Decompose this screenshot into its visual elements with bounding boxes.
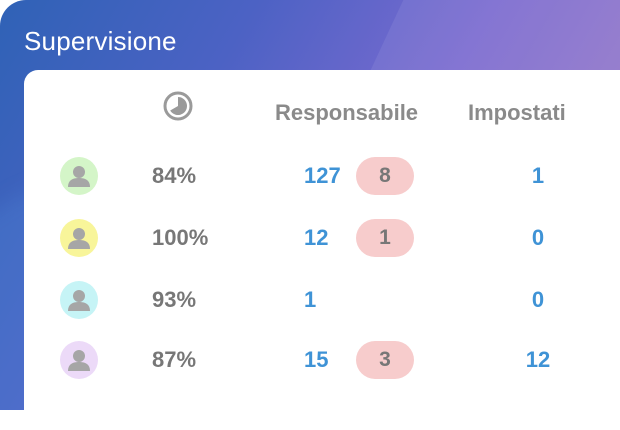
responsabile-count[interactable]: 12 <box>304 225 329 250</box>
avatar-user-icon[interactable] <box>60 219 98 257</box>
alert-count-badge[interactable]: 1 <box>356 219 414 257</box>
pie-clock-icon <box>162 90 194 122</box>
avatar-user-icon[interactable] <box>60 281 98 319</box>
completion-percent: 93% <box>152 287 197 312</box>
avatar-user-icon[interactable] <box>60 157 98 195</box>
impostati-count[interactable]: 0 <box>531 225 545 250</box>
alert-count-badge[interactable]: 3 <box>356 341 414 379</box>
responsabile-count[interactable]: 15 <box>304 347 329 372</box>
supervision-card <box>24 70 620 430</box>
widget-title: Supervisione <box>24 26 177 56</box>
column-header-responsabile: Responsabile <box>275 100 419 125</box>
table-row[interactable]: 84% 127 8 1 <box>0 151 620 201</box>
alert-count-badge[interactable]: 8 <box>356 157 414 195</box>
completion-percent: 100% <box>152 225 209 250</box>
table-row[interactable]: 93% 1 0 <box>0 275 620 325</box>
table-row[interactable]: 100% 12 1 0 <box>0 213 620 263</box>
avatar-user-icon[interactable] <box>60 341 98 379</box>
responsabile-count[interactable]: 127 <box>304 163 341 188</box>
impostati-count[interactable]: 0 <box>531 287 545 312</box>
table-row[interactable]: 87% 15 3 12 <box>0 335 620 385</box>
completion-percent: 87% <box>152 347 197 372</box>
completion-percent: 84% <box>152 163 197 188</box>
column-header-impostati: Impostati <box>468 100 566 125</box>
impostati-count[interactable]: 1 <box>531 163 545 188</box>
responsabile-count[interactable]: 1 <box>304 287 317 312</box>
impostati-count[interactable]: 12 <box>525 347 551 372</box>
